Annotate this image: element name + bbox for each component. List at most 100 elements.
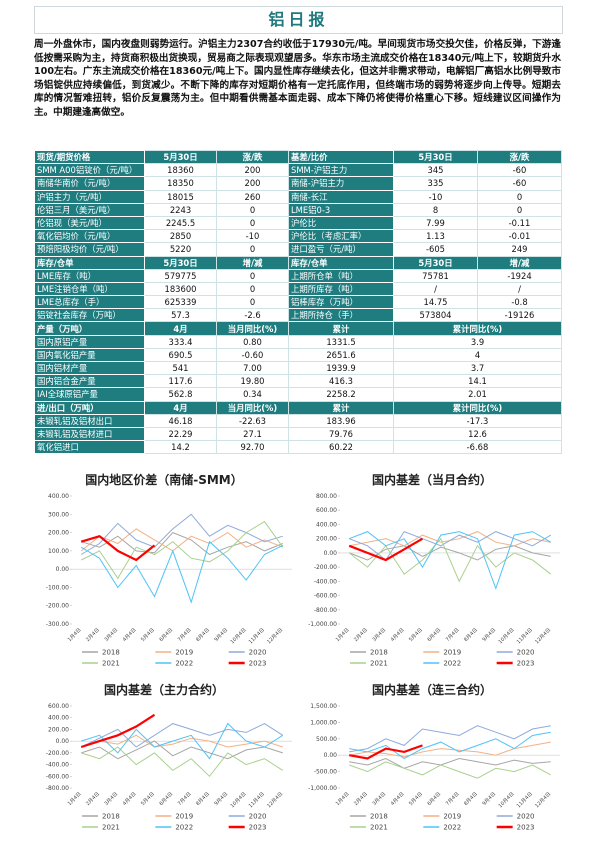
table-cell: -10 <box>393 189 478 204</box>
table-cell: 南储-沪铝主力 <box>288 176 394 191</box>
x-tick-label: 1月4日 <box>335 627 351 643</box>
table-cell: 国内氧化铝产量 <box>34 347 145 363</box>
table-cell: 1939.9 <box>288 360 394 376</box>
table-cell: 库存/仓单 <box>34 255 145 270</box>
table-cell: -60 <box>477 176 562 191</box>
x-tick-label: 3月4日 <box>103 791 119 807</box>
table-cell: 3.9 <box>393 334 562 349</box>
table-cell: 333.4 <box>144 334 217 349</box>
table-cell: 183600 <box>144 281 217 297</box>
table-cell: LME注销仓单（吨） <box>34 281 145 297</box>
summary-paragraph: 周一外盘休市，国内夜盘则弱势运行。沪铝主力2307合约收低于17930元/吨。早… <box>34 39 561 118</box>
table-cell: 60.22 <box>288 440 394 455</box>
y-tick-label: 0.00 <box>56 738 70 745</box>
table-cell: IAI全球原铝产量 <box>34 387 145 402</box>
x-tick-label: 11月4日 <box>248 627 266 645</box>
y-tick-label: -1,000.00 <box>308 621 337 628</box>
table-cell: -0.8 <box>477 295 562 310</box>
series-line <box>349 725 551 753</box>
table-cell: 416.3 <box>288 374 394 389</box>
chart: 国内地区价差（南储-SMM） 400.00 300.00 200.00 100.00 0.… <box>46 472 292 668</box>
table-cell: 183.96 <box>288 413 394 428</box>
chart-title: 国内基差（主力合约） <box>104 682 224 697</box>
x-tick-label: 4月4日 <box>390 627 406 643</box>
y-tick-label: -300.00 <box>46 621 69 628</box>
x-tick-label: 4月4日 <box>122 627 138 643</box>
y-tick-label: 0.00 <box>324 752 338 759</box>
x-tick-label: 8月4日 <box>195 791 211 807</box>
table-cell: -10 <box>216 229 289 244</box>
legend-label: 2019 <box>443 813 461 821</box>
y-tick-label: -600.00 <box>314 593 337 600</box>
table-cell: 14.1 <box>393 374 562 389</box>
table-cell: 2651.6 <box>288 347 394 363</box>
table-cell: 12.6 <box>393 426 562 442</box>
table-cell: 国内原铝产量 <box>34 334 145 349</box>
table-cell: LME铝0-3 <box>288 202 394 217</box>
x-tick-label: 1月4日 <box>335 791 351 807</box>
x-tick-label: 8月4日 <box>463 791 479 807</box>
series-line <box>349 757 551 769</box>
y-tick-label: -200.00 <box>46 750 69 757</box>
table-row: IAI全球原铝产量 562.8 0.34 2258.2 2.01 <box>34 387 562 402</box>
x-tick-label: 12月4日 <box>534 791 552 809</box>
table-cell: 2258.2 <box>288 387 394 402</box>
legend-label: 2020 <box>249 813 267 821</box>
x-tick-label: 1月4日 <box>67 791 83 807</box>
x-tick-label: 3月4日 <box>103 627 119 643</box>
y-tick-label: 600.00 <box>316 507 337 514</box>
table-cell: 伦铝现（美元/吨） <box>34 215 145 231</box>
table-cell: 5220 <box>144 242 217 257</box>
legend-label: 2021 <box>370 824 388 832</box>
y-tick-label: -800.00 <box>314 607 337 614</box>
chart: 国内基差（当月合约） 800.00 600.00 400.00 200.00 0.00 -2… <box>308 472 560 668</box>
table-cell: 预焙阳极均价（元/吨） <box>34 242 145 257</box>
legend-label: 2018 <box>102 813 120 821</box>
table-row: SMM A00铝锭价（元/吨） 18360 200 SMM-沪铝主力 345 -60 <box>34 163 562 178</box>
table-cell: 2245.5 <box>144 215 217 231</box>
table-cell: 0 <box>216 242 289 257</box>
table-cell: 铝锭社会库存（万吨） <box>34 308 145 323</box>
legend-label: 2021 <box>370 660 388 668</box>
legend-label: 2022 <box>443 660 461 668</box>
y-tick-label: 1,000.00 <box>310 719 337 726</box>
x-tick-label: 1月4日 <box>67 627 83 643</box>
series-line <box>81 532 283 556</box>
table-cell: 625339 <box>144 295 217 310</box>
table-cell: 335 <box>393 176 478 191</box>
x-tick-label: 6月4日 <box>158 791 174 807</box>
table-row: 国内氧化铝产量 690.5 -0.60 2651.6 4 <box>34 347 562 363</box>
table-cell: 基差/比价 <box>288 149 394 165</box>
table-row: 铝锭社会库存（万吨） 57.3 -2.6 上期所持仓（手） 573804 -19126 <box>34 308 562 323</box>
table-cell: 0 <box>477 202 562 217</box>
table-cell: 46.18 <box>144 413 217 428</box>
table-cell: 进口盈亏（元/吨） <box>288 242 394 257</box>
table-cell: 库存/仓单 <box>288 255 394 270</box>
x-tick-label: 3月4日 <box>371 791 387 807</box>
series-line <box>80 528 283 552</box>
table-cell: 3.7 <box>393 360 562 376</box>
table-cell: 现货/期货价格 <box>34 149 145 165</box>
table-cell: 0.80 <box>216 334 289 349</box>
x-tick-label: 10月4日 <box>230 791 248 809</box>
legend-label: 2019 <box>443 649 461 657</box>
y-tick-label: -600.00 <box>46 773 69 780</box>
table-cell: 200 <box>216 163 289 178</box>
table-row: LME库存（吨） 579775 0 上期所仓单（吨） 75781 -1924 <box>34 268 562 283</box>
table-cell: 345 <box>393 163 478 178</box>
table-cell: -60 <box>477 163 562 178</box>
legend-label: 2019 <box>175 813 193 821</box>
x-tick-label: 6月4日 <box>426 627 442 643</box>
table-cell: -17.3 <box>393 413 562 428</box>
table-row: 南储华南价（元/吨） 18350 200 南储-沪铝主力 335 -60 <box>34 176 562 191</box>
series-line <box>349 531 552 590</box>
table-header-row: 库存/仓单 5月30日 增/减 库存/仓单 5月30日 增/减 <box>34 255 562 270</box>
table-cell: 4月 <box>144 400 217 415</box>
x-tick-label: 2月4日 <box>85 791 101 807</box>
table-cell: 579775 <box>144 268 217 283</box>
table-cell: 沪伦比（考虑汇率） <box>288 229 394 244</box>
table-cell: 7.99 <box>393 215 478 231</box>
table-cell: 沪铝主力（元/吨） <box>34 189 145 204</box>
table-cell: 57.3 <box>144 308 217 323</box>
chart-title: 国内基差（连三合约） <box>372 682 492 697</box>
